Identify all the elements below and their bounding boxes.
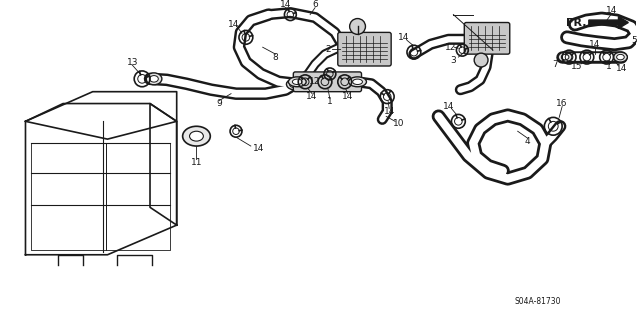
- Ellipse shape: [189, 131, 204, 141]
- Text: 14: 14: [253, 144, 264, 152]
- Text: 10: 10: [394, 119, 405, 128]
- Ellipse shape: [182, 126, 211, 146]
- Text: 8: 8: [273, 53, 278, 62]
- Ellipse shape: [353, 79, 362, 85]
- Ellipse shape: [150, 76, 158, 82]
- Ellipse shape: [617, 54, 624, 60]
- Text: 7: 7: [552, 60, 558, 69]
- Text: 1: 1: [327, 97, 333, 106]
- Ellipse shape: [292, 79, 302, 85]
- Ellipse shape: [561, 54, 569, 60]
- Text: 11: 11: [191, 158, 202, 167]
- Ellipse shape: [558, 52, 572, 62]
- Text: 14: 14: [616, 64, 627, 73]
- Ellipse shape: [287, 80, 300, 90]
- Text: 15: 15: [572, 63, 582, 71]
- Ellipse shape: [289, 77, 306, 87]
- Text: 14: 14: [228, 20, 240, 29]
- Ellipse shape: [289, 82, 297, 87]
- Text: 1: 1: [605, 63, 611, 71]
- Text: 9: 9: [216, 99, 222, 108]
- Text: 14: 14: [398, 33, 410, 42]
- Circle shape: [349, 19, 365, 34]
- Ellipse shape: [614, 52, 627, 62]
- Text: 3: 3: [451, 56, 456, 64]
- Text: 5: 5: [632, 36, 637, 45]
- Text: 14: 14: [342, 92, 353, 101]
- Ellipse shape: [146, 73, 162, 85]
- Text: 14: 14: [443, 102, 454, 111]
- FancyArrow shape: [589, 17, 628, 28]
- FancyBboxPatch shape: [464, 23, 509, 54]
- Text: 13: 13: [127, 57, 138, 67]
- Text: 12: 12: [445, 43, 456, 52]
- Text: FR.: FR.: [566, 18, 587, 27]
- Ellipse shape: [349, 77, 367, 87]
- Text: 2: 2: [325, 45, 331, 54]
- Text: S04A-81730: S04A-81730: [514, 297, 561, 306]
- Text: 12: 12: [309, 77, 321, 86]
- Text: 14: 14: [280, 0, 291, 9]
- Text: 14: 14: [307, 92, 318, 101]
- Text: 16: 16: [556, 99, 568, 108]
- Text: 14: 14: [383, 107, 395, 116]
- Text: 6: 6: [312, 0, 318, 9]
- FancyBboxPatch shape: [338, 33, 391, 66]
- FancyBboxPatch shape: [293, 72, 362, 92]
- Circle shape: [474, 53, 488, 67]
- Text: 14: 14: [589, 40, 600, 49]
- Text: 14: 14: [606, 6, 617, 15]
- Text: 4: 4: [525, 137, 531, 145]
